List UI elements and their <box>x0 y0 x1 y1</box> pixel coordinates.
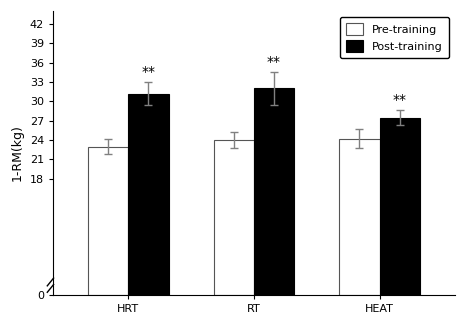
Bar <box>254 88 294 295</box>
Bar <box>128 94 169 295</box>
Y-axis label: 1-RM(kg): 1-RM(kg) <box>11 124 24 181</box>
Bar <box>339 139 379 295</box>
Text: **: ** <box>267 55 281 69</box>
Bar <box>88 147 128 295</box>
Text: **: ** <box>393 93 407 107</box>
Text: **: ** <box>141 65 155 79</box>
Legend: Pre-training, Post-training: Pre-training, Post-training <box>340 17 449 58</box>
Bar <box>214 140 254 295</box>
Bar <box>379 118 420 295</box>
